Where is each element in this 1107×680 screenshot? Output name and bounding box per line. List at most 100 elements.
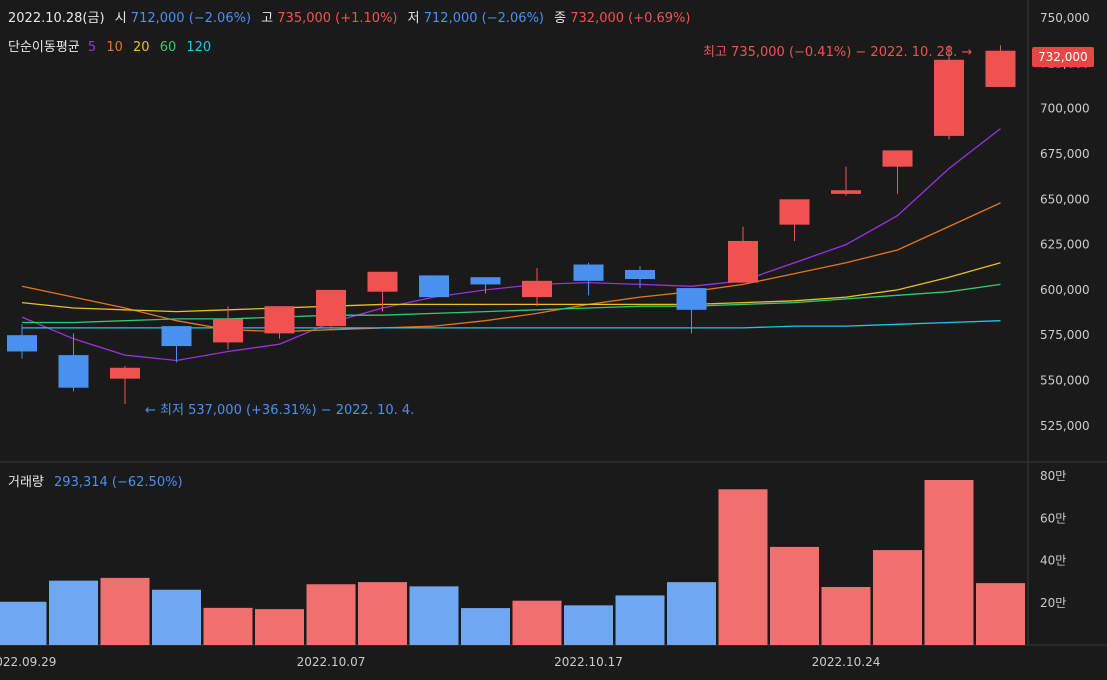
- price-tick-label: 700,000: [1040, 102, 1090, 116]
- volume-bar: [873, 550, 922, 645]
- candle-body: [110, 367, 140, 379]
- volume-bar: [409, 586, 459, 645]
- volume-bar: [770, 546, 819, 645]
- ma-legend-item-120: 120: [186, 40, 212, 55]
- moving-average-lines: [21, 128, 1001, 362]
- candle: [316, 289, 346, 330]
- ma-legend-item-10: 10: [106, 40, 123, 55]
- volume-bar: [564, 605, 613, 645]
- ma-legend[interactable]: 단순이동평균 5 10 20 60 120: [8, 36, 217, 55]
- candle: [573, 262, 604, 296]
- low-annotation: ← 최저 537,000 (+36.31%) − 2022. 10. 4.: [145, 403, 415, 418]
- candle: [728, 226, 758, 283]
- candle-body: [213, 318, 243, 343]
- volume-bar: [512, 600, 562, 645]
- price-tick-label: 625,000: [1040, 238, 1090, 252]
- volume-bar: [924, 480, 974, 645]
- candle-body: [161, 326, 192, 347]
- volume-bar: [203, 607, 253, 645]
- volume-legend: 거래량 293,314 (−62.50%): [8, 471, 183, 490]
- candle-body: [728, 240, 758, 283]
- candle-body: [470, 277, 501, 285]
- price-tick-label: 675,000: [1040, 147, 1090, 161]
- volume-bar: [615, 595, 665, 645]
- volume-legend-title: 거래량: [8, 475, 44, 490]
- volume-bar: [49, 580, 98, 645]
- ma-line-10: [21, 202, 1001, 333]
- ma-line-20: [21, 262, 1001, 313]
- ma-line-60: [22, 283, 1001, 324]
- header-date: 2022.10.28(금): [8, 11, 105, 26]
- candle: [264, 306, 295, 339]
- ma-legend-title: 단순이동평균: [8, 40, 80, 55]
- open-value: 712,000 (−2.06%): [130, 11, 252, 26]
- price-tick-label: 525,000: [1040, 419, 1090, 433]
- volume-bar: [821, 586, 871, 645]
- candle: [882, 150, 913, 194]
- volume-bar: [306, 584, 356, 645]
- price-tick-label: 750,000: [1040, 11, 1090, 25]
- price-tick-label: 550,000: [1040, 373, 1090, 387]
- candle-body: [882, 150, 913, 167]
- date-tick-label: 2022.10.07: [297, 655, 366, 669]
- current-price-tag: 732,000: [1032, 47, 1094, 67]
- ma-line-5: [21, 128, 1001, 362]
- ohlc-header: 2022.10.28(금) 시 712,000 (−2.06%) 고 735,0…: [8, 7, 690, 26]
- high-value: 735,000 (+1.10%): [277, 11, 398, 26]
- volume-bars: [0, 480, 1025, 645]
- date-tick-label: 2022.10.24: [812, 655, 881, 669]
- candle: [985, 45, 1016, 87]
- volume-bar: [358, 582, 407, 645]
- volume-bar: [100, 577, 150, 645]
- volume-bar: [152, 589, 201, 645]
- candle: [367, 271, 398, 312]
- candle: [161, 326, 192, 363]
- candle: [934, 45, 964, 140]
- volume-tick-label: 60만: [1040, 511, 1066, 525]
- candle: [110, 365, 140, 405]
- price-tick-label: 600,000: [1040, 283, 1090, 297]
- close-label: 종: [554, 11, 567, 26]
- candle-body: [831, 190, 861, 194]
- date-axis: 2022.09.29 2022.10.07 2022.10.17 2022.10.24: [0, 655, 880, 669]
- candle-body: [985, 50, 1016, 87]
- candle: [779, 199, 810, 241]
- candle-body: [58, 355, 89, 388]
- volume-axis: 20만 40만 60만 80만: [1040, 469, 1066, 610]
- volume-tick-label: 40만: [1040, 554, 1066, 568]
- high-annotation: 최고 735,000 (−0.41%) − 2022. 10. 28. →: [703, 45, 973, 60]
- price-tick-label: 650,000: [1040, 192, 1090, 206]
- volume-bar: [718, 489, 768, 645]
- open-label: 시: [114, 11, 127, 26]
- candle-body: [676, 288, 707, 310]
- candle-body: [419, 275, 449, 298]
- candle-body: [7, 335, 37, 352]
- candle-body: [779, 199, 810, 225]
- volume-bar: [0, 601, 47, 645]
- candle-body: [625, 269, 655, 280]
- close-value: 732,000 (+0.69%): [570, 11, 691, 26]
- candle-body: [522, 280, 552, 298]
- ma-legend-item-60: 60: [159, 40, 177, 55]
- candle: [831, 166, 861, 196]
- candle: [470, 277, 501, 294]
- date-tick-label: 2022.09.29: [0, 655, 56, 669]
- candlestick-series: [7, 45, 1016, 405]
- volume-tick-label: 20만: [1040, 596, 1066, 610]
- volume-bar: [461, 608, 510, 645]
- low-label: 저: [407, 11, 420, 26]
- candle-body: [367, 271, 398, 292]
- ma-legend-item-20: 20: [133, 40, 150, 55]
- candle: [213, 306, 243, 350]
- date-tick-label: 2022.10.17: [554, 655, 623, 669]
- ma-legend-item-5: 5: [87, 40, 97, 55]
- volume-legend-value: 293,314 (−62.50%): [54, 475, 183, 490]
- low-value: 712,000 (−2.06%): [423, 11, 544, 26]
- volume-bar: [667, 582, 716, 645]
- candle: [676, 288, 707, 334]
- price-tick-label: 575,000: [1040, 328, 1090, 342]
- candle-body: [573, 264, 604, 281]
- candle: [58, 333, 89, 392]
- volume-bar: [976, 583, 1025, 645]
